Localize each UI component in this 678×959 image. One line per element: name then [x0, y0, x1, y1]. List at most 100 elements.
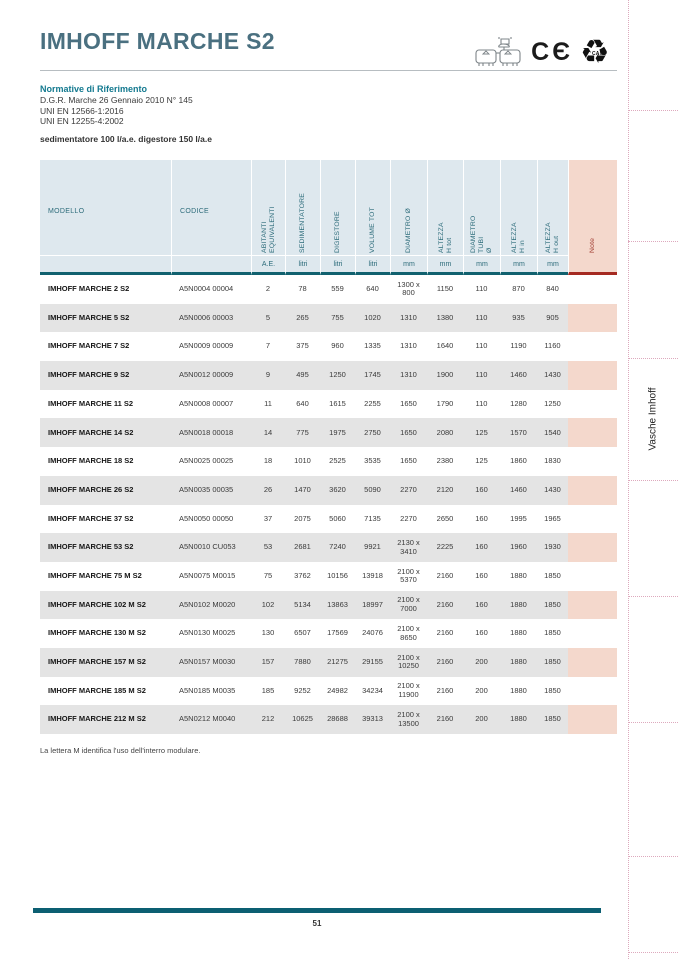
cell-hin: 1280 [510, 398, 527, 408]
cell-codice: A5N0025 00025 [179, 456, 234, 466]
cell-hin: 1460 [510, 370, 527, 380]
cell-codice: A5N0075 M0015 [179, 570, 236, 580]
cell-modello: IMHOFF MARCHE 14 S2 [48, 427, 134, 437]
cell-ae: 75 [263, 570, 273, 580]
cell-tubi: 160 [475, 599, 488, 609]
cell-diametro: 1650 [400, 398, 417, 408]
cell-diametro: 2100 x 10250 [397, 652, 420, 671]
column-unit-htot: mm [428, 255, 463, 272]
column-header-hout: ALTEZZA H out mm [537, 160, 568, 275]
column-unit-hout: mm [538, 255, 568, 272]
cell-hout: 1850 [544, 599, 561, 609]
cell-sedimentatore: 1010 [294, 456, 311, 466]
recycle-glyph: ♻ [580, 33, 610, 70]
cell-modello: IMHOFF MARCHE 26 S2 [48, 484, 134, 494]
column-header-ae: ABITANTI EQUIVALENTI A.E. [251, 160, 285, 275]
table-row: IMHOFF MARCHE 75 M S2 A5N0075 M0015 75 3762… [40, 562, 617, 591]
cell-digestore: 2525 [329, 456, 346, 466]
cell-sedimentatore: 6507 [294, 628, 311, 638]
cell-volume: 9921 [364, 542, 381, 552]
cell-volume: 1335 [364, 341, 381, 351]
cell-tubi: 200 [475, 657, 488, 667]
cell-diametro: 1300 x 800 [397, 279, 420, 298]
cell-note [568, 303, 617, 333]
column-label-note: Note [589, 237, 596, 253]
cell-sedimentatore: 9252 [294, 685, 311, 695]
cell-modello: IMHOFF MARCHE 157 M S2 [48, 657, 146, 667]
cell-modello: IMHOFF MARCHE 5 S2 [48, 312, 130, 322]
table-row: IMHOFF MARCHE 53 S2 A5N0010 CU053 53 2681 72… [40, 533, 617, 562]
cell-hout: 905 [546, 312, 559, 322]
table-row: IMHOFF MARCHE 157 M S2 A5N0157 M0030 157 78… [40, 647, 617, 677]
cell-hin: 1460 [510, 484, 527, 494]
cell-modello: IMHOFF MARCHE 185 M S2 [48, 685, 146, 695]
cell-tubi: 160 [475, 484, 488, 494]
cell-hout: 1540 [544, 427, 561, 437]
table-row: IMHOFF MARCHE 14 S2 A5N0018 00018 14 775 197… [40, 418, 617, 448]
cell-diametro: 1310 [400, 370, 417, 380]
column-header-sedimentatore: SEDIMENTATORE litri [285, 160, 320, 275]
cell-diametro: 2100 x 8650 [397, 624, 420, 642]
cell-hout: 1850 [544, 628, 561, 638]
cell-codice: A5N0185 M0035 [179, 685, 236, 695]
cell-hout: 1850 [544, 657, 561, 667]
cell-htot: 2650 [436, 513, 454, 523]
cell-diametro: 1650 [400, 456, 417, 466]
table-row: IMHOFF MARCHE 212 M S2 A5N0212 M0040 212 10… [40, 705, 617, 734]
table-row: IMHOFF MARCHE 18 S2 A5N0025 00025 18 1010 25… [40, 447, 617, 476]
column-unit-hin: mm [501, 255, 537, 272]
column-unit-modello [40, 255, 171, 272]
cell-modello: IMHOFF MARCHE 9 S2 [48, 370, 130, 380]
cell-diametro: 2100 x 11900 [397, 681, 420, 699]
cell-htot: 2160 [436, 685, 454, 695]
cell-hout: 1160 [544, 341, 561, 351]
cell-diametro: 2270 [400, 484, 417, 494]
cell-hout: 1250 [544, 398, 561, 408]
cell-sedimentatore: 375 [296, 341, 309, 351]
sidebar-divider [628, 952, 678, 953]
cell-htot: 2160 [436, 657, 454, 667]
cell-modello: IMHOFF MARCHE 75 M S2 [48, 570, 142, 580]
cell-htot: 1640 [436, 341, 454, 351]
sidebar-divider [628, 480, 678, 481]
cell-hout: 1930 [544, 542, 561, 552]
cell-codice: A5N0004 00004 [179, 284, 234, 294]
cell-modello: IMHOFF MARCHE 130 M S2 [48, 628, 146, 638]
cell-htot: 1150 [436, 284, 454, 294]
cell-ae: 53 [263, 542, 273, 552]
cell-htot: 2225 [436, 542, 454, 552]
cell-diametro: 2100 x 13500 [397, 710, 420, 728]
column-label-sedimentatore: SEDIMENTATORE [299, 192, 306, 253]
recycle-cam-label: CAM [592, 50, 604, 57]
title-divider [40, 70, 617, 71]
cell-hout: 1430 [544, 370, 561, 380]
cell-tubi: 160 [475, 570, 488, 580]
cell-digestore: 24982 [327, 685, 348, 695]
cell-hin: 1190 [510, 341, 527, 351]
cell-ae: 2 [265, 284, 271, 294]
column-label-codice: CODICE [180, 208, 210, 215]
cell-note [568, 533, 617, 562]
cell-tubi: 160 [475, 513, 488, 523]
column-unit-codice [172, 255, 251, 272]
cell-tubi: 160 [475, 628, 488, 638]
sidebar-vertical-rule [628, 0, 629, 959]
page-number: 51 [312, 919, 322, 928]
table-row: IMHOFF MARCHE 5 S2 A5N0006 00003 5 265 755 10… [40, 303, 617, 333]
cell-volume: 3535 [364, 456, 381, 466]
table-body: IMHOFF MARCHE 2 S2 A5N0004 00004 2 78 559 640… [40, 275, 617, 734]
cell-diametro: 1310 [400, 341, 417, 351]
cell-hin: 1880 [510, 685, 527, 695]
cell-tubi: 200 [475, 714, 488, 724]
cell-ae: 5 [265, 312, 271, 322]
cell-note [568, 361, 617, 390]
cell-hin: 1880 [510, 657, 527, 667]
column-label-volume: VOLUME TOT [369, 207, 376, 253]
table-row: IMHOFF MARCHE 11 S2 A5N0008 00007 11 640 161… [40, 390, 617, 419]
cell-digestore: 21275 [327, 657, 348, 667]
cell-volume: 24076 [362, 628, 383, 638]
cell-diametro: 2100 x 5370 [397, 566, 420, 585]
column-header-volume: VOLUME TOT litri [355, 160, 390, 275]
cell-ae: 11 [264, 398, 272, 408]
column-unit-volume: litri [356, 255, 390, 272]
